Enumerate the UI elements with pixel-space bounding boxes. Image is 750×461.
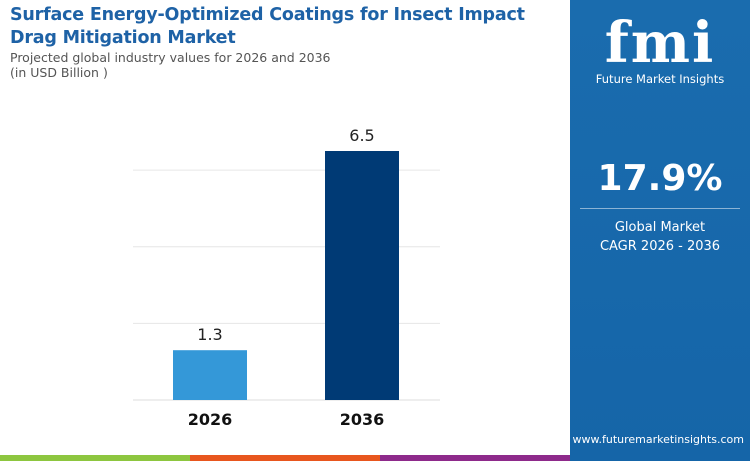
strip-purple [380,455,570,461]
bar-2036 [325,151,399,400]
unit-text: (in USD Billion ) [10,65,108,80]
cagr-label-1: Global Market [614,220,706,235]
brand-name: Future Market Insights [595,72,725,86]
fmi-logo: fmi Future Market Insights [570,6,750,86]
cagr-label: Global Market CAGR 2026 - 2036 [570,218,750,256]
strip-orange [190,455,380,461]
strip-green [0,455,190,461]
side-panel: fmi Future Market Insights 17.9% Global … [570,0,750,461]
bar-2026 [173,350,247,400]
cagr-value: 17.9% [597,158,723,199]
data-label: 1.3 [197,325,222,344]
divider [580,208,740,209]
x-tick-label: 2026 [188,410,233,429]
cagr-label-2: CAGR 2026 - 2036 [599,239,721,254]
website-link[interactable]: www.futuremarketinsights.com [572,433,745,446]
bar-chart: 1.3 2026 6.5 2036 [133,126,440,429]
chart-subtitle: Projected global industry values for 202… [10,50,331,80]
x-tick-label: 2036 [340,410,385,429]
subtitle-text: Projected global industry values for 202… [10,50,331,65]
data-label: 6.5 [349,126,374,145]
chart-title: Surface Energy-Optimized Coatings for In… [10,5,525,48]
